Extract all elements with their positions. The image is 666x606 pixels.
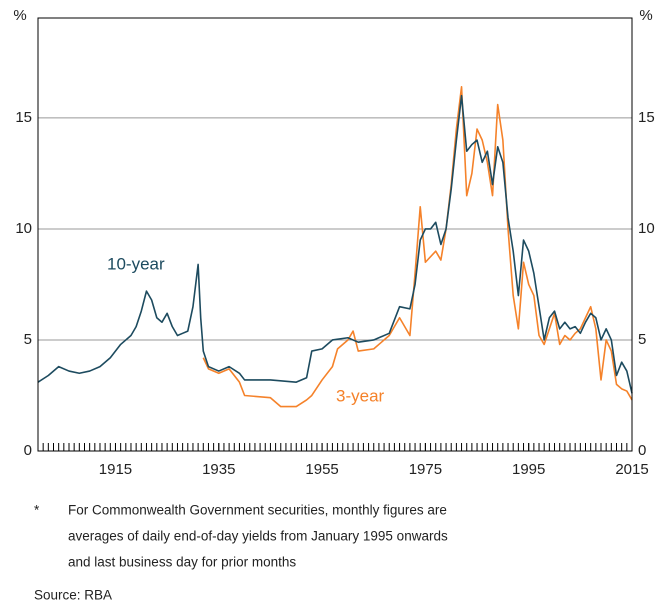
footnote: averages of daily end-of-day yields from… (68, 529, 448, 544)
annotation: 3-year (336, 386, 385, 405)
y-tick-label: 0 (24, 442, 32, 459)
x-tick-label: 1955 (305, 461, 338, 478)
annotation: 10-year (107, 254, 165, 273)
x-tick-label: 1995 (512, 461, 545, 478)
y-tick-label: 10 (15, 220, 32, 237)
footnote-marker: * (34, 503, 40, 518)
line-0 (37, 94, 633, 394)
plot-frame (37, 17, 633, 452)
y-tick-label: 5 (24, 331, 32, 348)
footnote: For Commonwealth Government securities, … (68, 503, 447, 518)
x-tick-label: 1915 (99, 461, 132, 478)
x-tick-label: 1935 (202, 461, 235, 478)
y2-tick-label: 15 (638, 109, 655, 126)
x-tick-label: 2015 (615, 461, 648, 478)
y2-tick-label: 0 (638, 442, 646, 459)
source: Source: RBA (34, 588, 112, 603)
y2-tick-label: 5 (638, 331, 646, 348)
y2-tick-label: 10 (638, 220, 655, 237)
y-unit: % (13, 7, 26, 24)
y-tick-label: 15 (15, 109, 32, 126)
line-1 (202, 86, 633, 408)
footnote: and last business day for prior months (68, 555, 296, 570)
x-tick-label: 1975 (409, 461, 442, 478)
y2-unit: % (639, 7, 652, 24)
